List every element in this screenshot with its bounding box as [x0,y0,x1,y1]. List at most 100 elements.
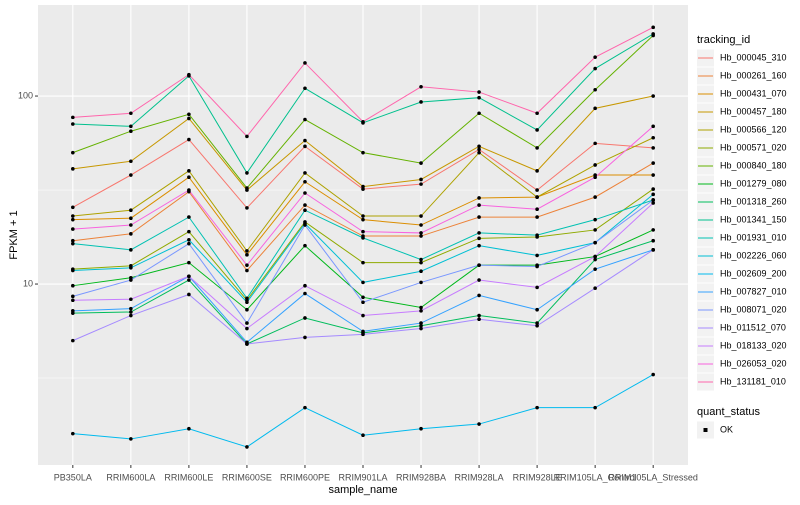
data-point [593,175,597,180]
data-point [419,100,423,104]
data-point [303,138,307,143]
data-point [477,147,481,152]
data-point [419,234,423,238]
data-point [71,241,75,246]
data-point [129,232,133,236]
data-point [651,25,655,30]
data-point [593,163,597,167]
data-point [303,223,307,227]
data-point [477,313,481,318]
legend-label: Hb_026053_020 [720,358,787,368]
x-axis-title: sample_name [328,484,397,496]
data-point [187,169,191,173]
data-point [361,119,365,124]
data-point [303,117,307,122]
data-point [477,278,481,282]
legend-label: Hb_000431_070 [720,88,787,98]
data-point [477,243,481,248]
data-point [535,169,539,173]
data-point [187,292,191,297]
data-point [245,171,249,175]
data-point [419,231,423,235]
data-point [651,248,655,252]
data-point [361,280,365,285]
data-point [129,216,133,220]
data-point [303,316,307,320]
data-point [71,217,75,222]
data-point [71,167,75,171]
data-point [361,214,365,218]
data-point [129,124,133,129]
data-point [651,173,655,177]
data-point [361,236,365,240]
data-point [477,95,481,100]
legend-label: Hb_000045_310 [720,52,787,62]
data-point [303,335,307,340]
data-point [477,231,481,235]
data-point [187,229,191,234]
data-point [71,238,75,243]
legend-label: Hb_001341_150 [720,214,787,224]
data-point [303,243,307,248]
data-point [593,55,597,59]
data-point [651,238,655,243]
data-point [535,307,539,312]
data-point [71,431,75,436]
data-point [593,87,597,92]
data-point [419,260,423,265]
data-point [303,208,307,213]
x-tick-label: RRIM600SE [222,472,272,482]
data-point [535,207,539,212]
data-point [245,186,249,190]
data-point [651,32,655,36]
data-point [419,84,423,89]
data-point [129,129,133,134]
data-point [71,283,75,288]
data-point [651,146,655,150]
data-point [535,264,539,269]
data-point [361,150,365,155]
data-point [419,177,423,182]
legend-shape [703,428,708,432]
data-point [129,306,133,311]
data-point [245,307,249,312]
data-point [187,215,191,219]
data-point [593,405,597,410]
data-point [651,124,655,129]
data-point [593,217,597,222]
x-tick-label: RRIM600LE [164,472,213,482]
data-point [593,286,597,291]
data-point [535,323,539,328]
data-point [361,329,365,334]
data-point [593,267,597,271]
data-point [71,214,75,218]
data-point [129,313,133,318]
data-point [187,175,191,180]
data-point [535,111,539,116]
data-point [419,305,423,310]
data-point [245,296,249,301]
data-point [361,217,365,222]
x-tick-label: PB350LA [54,472,92,482]
data-point [71,205,75,210]
data-point [477,422,481,426]
data-point [245,249,249,253]
data-point [593,106,597,111]
data-point [651,187,655,191]
data-point [71,309,75,313]
data-point [593,240,597,245]
legend-label: Hb_000457_180 [720,106,787,116]
data-point [651,201,655,205]
data-point [71,150,75,155]
legend-label: Hb_000566_120 [720,124,787,134]
data-point [651,135,655,140]
data-point [419,323,423,328]
x-tick-label: RRIM600LA [106,472,155,482]
data-point [535,233,539,237]
data-point [187,112,191,117]
data-point [361,300,365,305]
data-point [303,144,307,149]
data-point [129,266,133,270]
data-point [361,295,365,300]
x-tick-label: RRIM105LA_Stressed [608,472,698,482]
